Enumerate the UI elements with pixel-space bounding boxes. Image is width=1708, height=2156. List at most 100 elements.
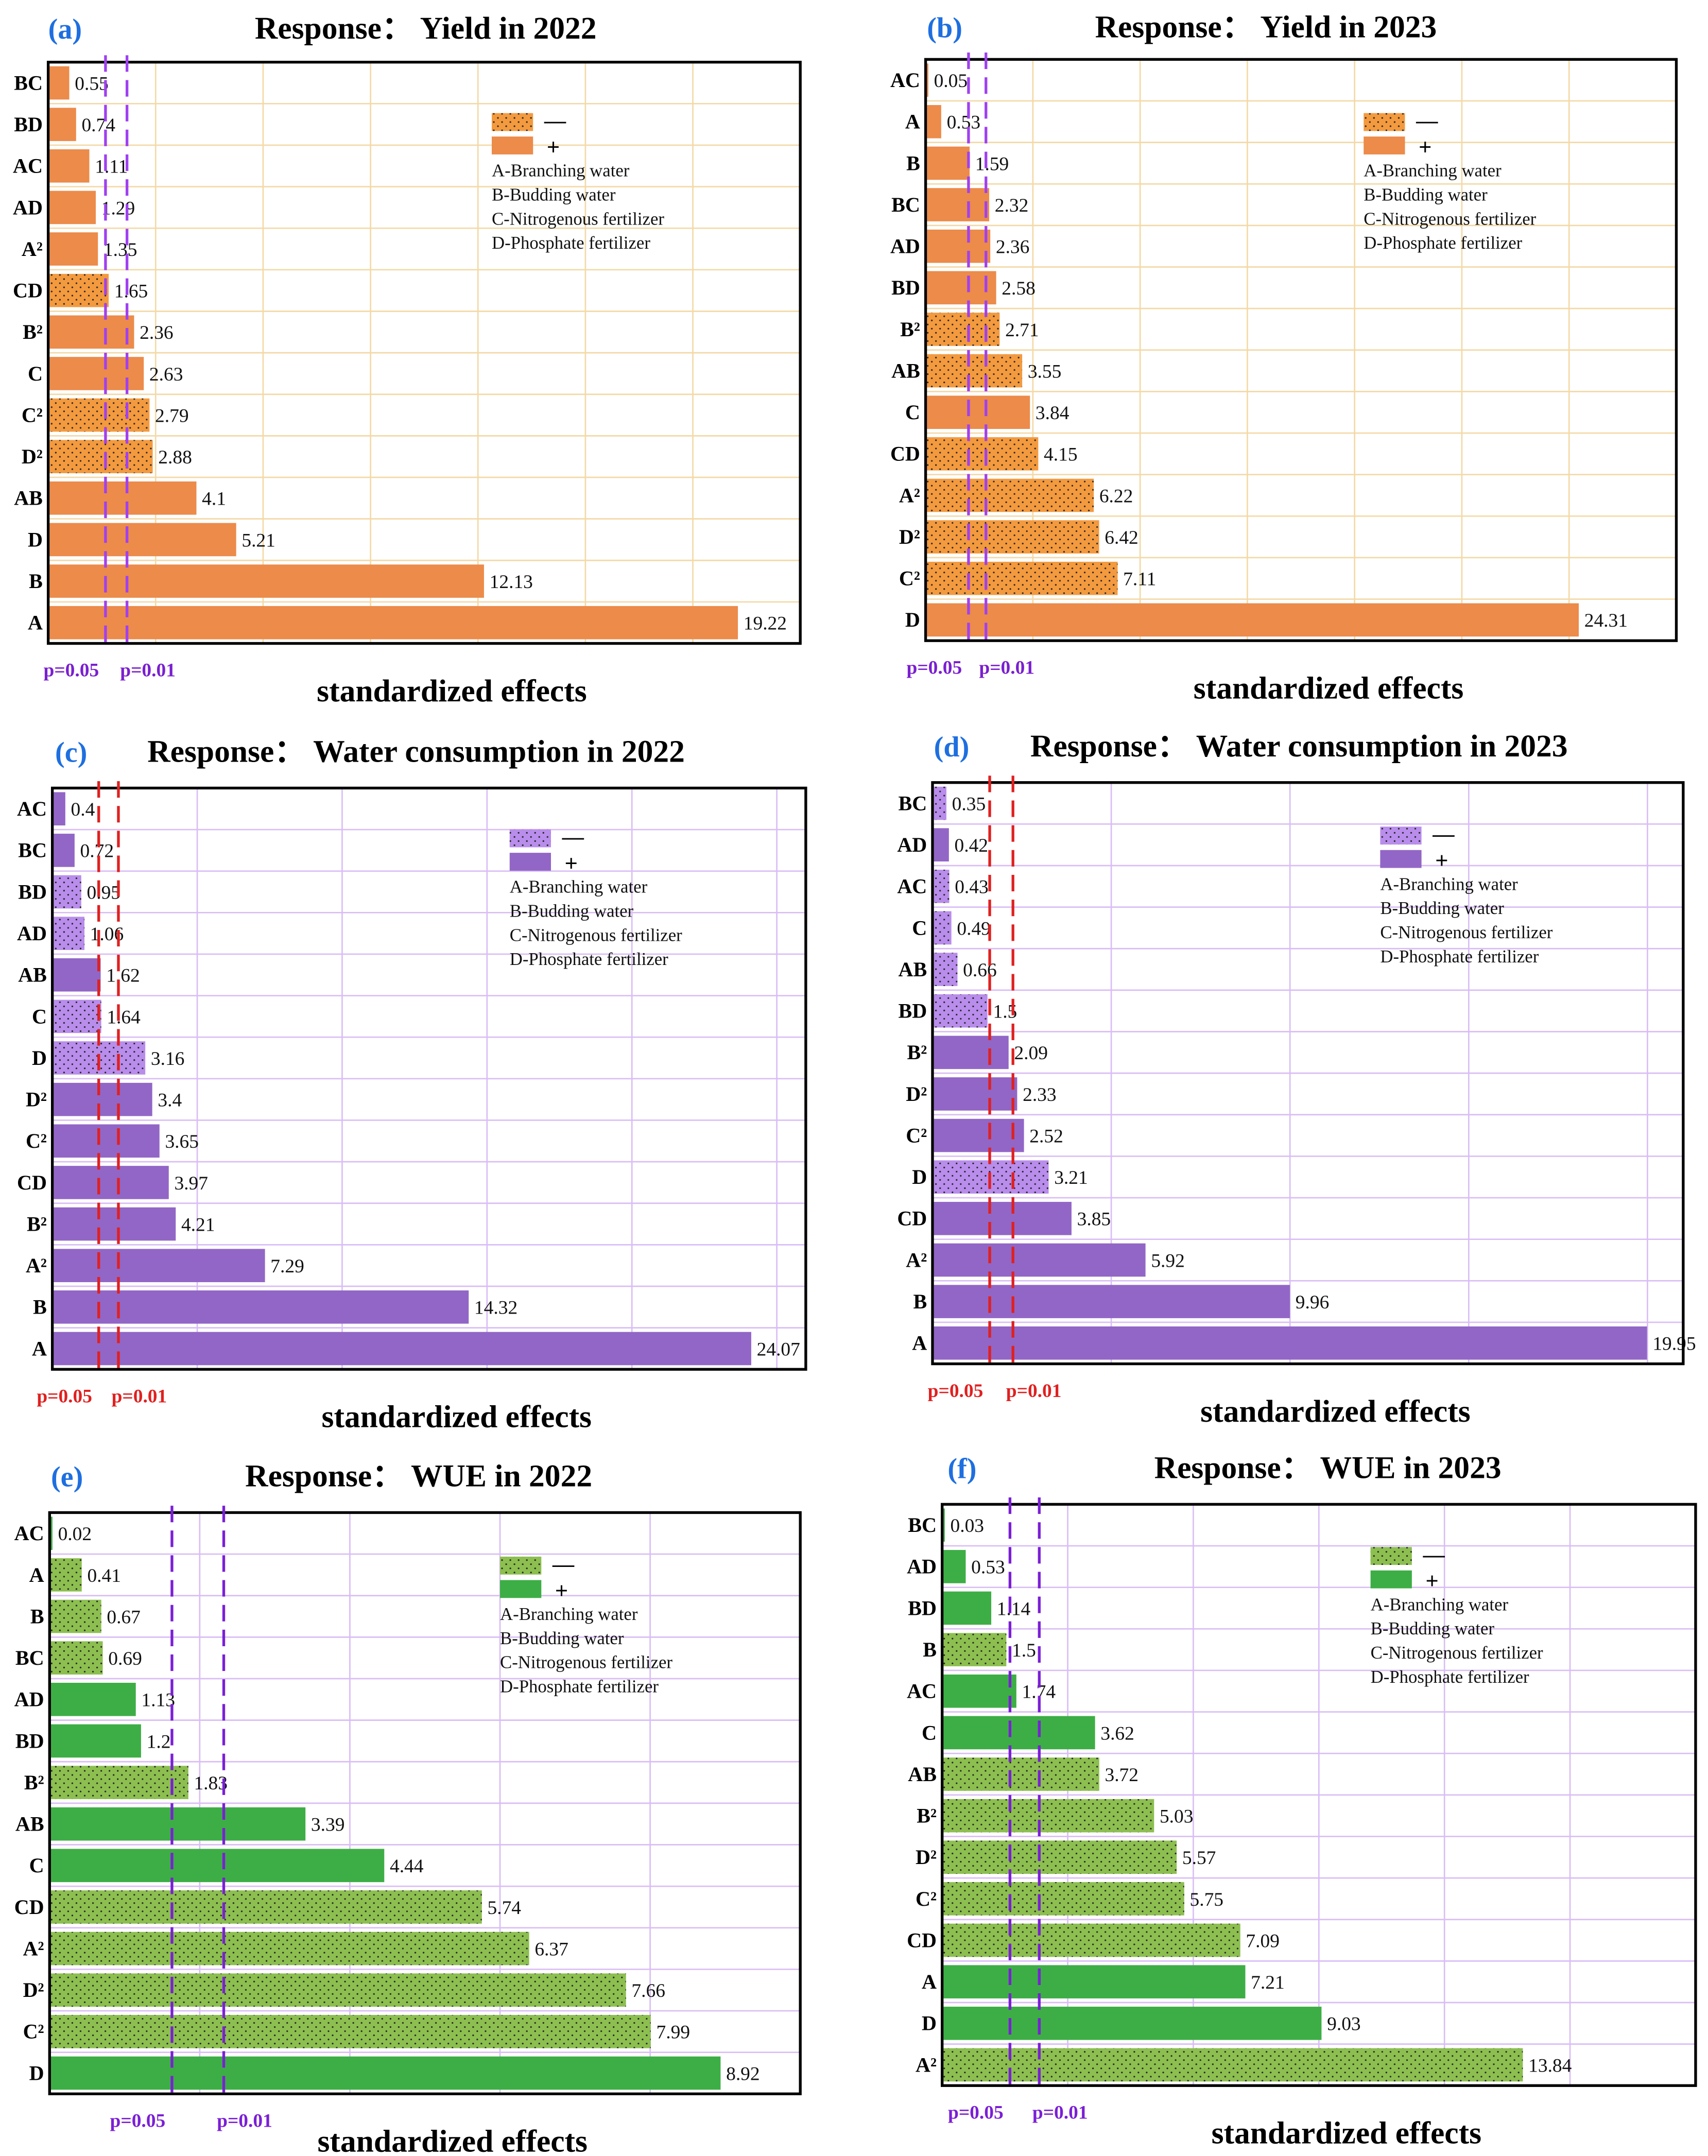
category-label: D <box>32 1046 47 1070</box>
bar-AB-positive <box>50 1807 306 1841</box>
bar-AC-positive <box>54 792 65 826</box>
value-label: 3.72 <box>1105 1765 1138 1786</box>
category-label: A² <box>899 484 920 507</box>
value-label: 6.37 <box>534 1939 568 1960</box>
legend-label-negative: — <box>553 1552 575 1577</box>
bar-C²-negative <box>927 561 1118 595</box>
bar-A-negative <box>50 1558 82 1592</box>
category-label: D <box>905 608 920 631</box>
legend-factor: D-Phosphate fertilizer <box>500 1677 659 1697</box>
category-label: AD <box>17 922 47 945</box>
value-label: 7.29 <box>270 1256 304 1277</box>
category-label: A <box>922 1970 937 1993</box>
category-label: D² <box>899 525 920 548</box>
category-label: BD <box>14 113 43 136</box>
panel-label: (c) <box>55 737 87 769</box>
category-label: C <box>912 916 927 939</box>
value-label: 19.95 <box>1652 1334 1696 1355</box>
category-label: BC <box>908 1513 937 1537</box>
legend-factor: C-Nitrogenous fertilizer <box>492 209 664 229</box>
value-label: 0.49 <box>957 918 991 939</box>
panel-label: (f) <box>947 1453 976 1485</box>
bar-D-positive <box>49 523 236 557</box>
value-label: 6.42 <box>1105 527 1138 548</box>
legend-factor: C-Nitrogenous fertilizer <box>1364 209 1536 229</box>
bar-CD-negative <box>49 273 109 307</box>
category-label: AC <box>14 1522 44 1545</box>
bar-C²-positive <box>54 1124 160 1158</box>
category-label: AD <box>907 1555 937 1578</box>
bar-AB-positive <box>49 481 197 515</box>
value-label: 1.62 <box>106 965 140 987</box>
category-label: BD <box>891 276 920 299</box>
category-label: AB <box>14 487 43 510</box>
category-label: D² <box>916 1845 937 1869</box>
value-label: 5.21 <box>241 530 275 551</box>
value-label: 2.58 <box>1002 278 1036 299</box>
value-label: 0.53 <box>947 112 981 133</box>
significance-label: p=0.05 <box>44 660 99 681</box>
value-label: 9.96 <box>1296 1292 1330 1313</box>
category-label: D <box>922 2012 937 2035</box>
category-label: A <box>29 1563 44 1586</box>
legend-factor: C-Nitrogenous fertilizer <box>510 925 682 945</box>
value-label: 2.88 <box>158 447 192 468</box>
legend-label-positive: + <box>1419 135 1431 160</box>
value-label: 3.62 <box>1100 1723 1134 1744</box>
category-label: CD <box>897 1207 927 1230</box>
legend-label-negative: — <box>1433 822 1455 847</box>
bar-B-negative <box>943 1633 1007 1666</box>
legend-swatch-positive <box>491 136 533 154</box>
chart-title: Response： WUE in 2022 <box>245 1459 592 1494</box>
x-axis-label: standardized effects <box>1212 2116 1481 2151</box>
legend-label-positive: + <box>547 135 560 160</box>
bar-B²-negative <box>943 1799 1154 1833</box>
category-label: B² <box>907 1041 927 1064</box>
value-label: 7.09 <box>1246 1930 1280 1952</box>
category-label: D <box>912 1165 927 1188</box>
x-axis-label: standardized effects <box>1194 671 1463 706</box>
value-label: 2.09 <box>1014 1043 1048 1064</box>
bar-A-positive <box>54 1332 751 1366</box>
value-label: 1.29 <box>101 198 135 219</box>
bar-AD-positive <box>927 229 991 263</box>
bar-CD-positive <box>934 1202 1072 1235</box>
bar-A²-positive <box>49 232 98 266</box>
legend-factor: A-Branching water <box>1364 161 1502 181</box>
legend-factor: B-Budding water <box>492 185 616 205</box>
significance-label: p=0.05 <box>907 657 962 678</box>
bar-B-negative <box>50 1599 101 1633</box>
value-label: 2.33 <box>1023 1084 1057 1106</box>
value-label: 0.43 <box>955 877 989 898</box>
bar-B-positive <box>54 1290 469 1324</box>
significance-label: p=0.01 <box>979 657 1034 678</box>
value-label: 0.41 <box>87 1565 121 1586</box>
significance-label: p=0.01 <box>112 1386 167 1407</box>
category-label: B² <box>900 318 920 341</box>
category-label: B² <box>27 1212 47 1235</box>
value-label: 9.03 <box>1327 2014 1361 2035</box>
category-label: B <box>913 1290 927 1313</box>
value-label: 0.02 <box>58 1524 92 1545</box>
category-label: AB <box>18 963 47 987</box>
bar-D-positive <box>50 2056 721 2090</box>
significance-label: p=0.05 <box>928 1381 984 1402</box>
bar-A²-negative <box>943 2048 1523 2082</box>
value-label: 1.2 <box>147 1731 171 1752</box>
bar-C²-positive <box>934 1118 1024 1152</box>
bar-BD-positive <box>49 108 76 141</box>
value-label: 5.03 <box>1160 1806 1194 1827</box>
value-label: 7.99 <box>657 2022 691 2043</box>
bar-AD-positive <box>943 1550 966 1583</box>
category-label: A <box>32 1337 47 1360</box>
bar-C-positive <box>943 1716 1095 1750</box>
bar-B²-negative <box>50 1766 188 1799</box>
legend-factor: A-Branching water <box>500 1604 638 1624</box>
bar-B²-positive <box>934 1036 1009 1070</box>
bar-D²-positive <box>54 1082 152 1116</box>
bar-B-positive <box>927 146 970 180</box>
category-label: B <box>923 1638 937 1661</box>
chart-title: Response： Water consumption in 2023 <box>1030 729 1568 764</box>
value-label: 7.21 <box>1251 1972 1285 1993</box>
bar-CD-negative <box>943 1923 1240 1957</box>
